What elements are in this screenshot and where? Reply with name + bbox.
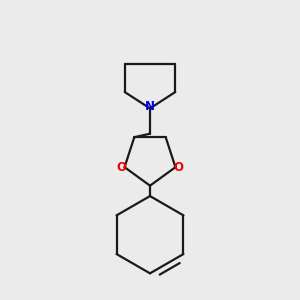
Text: O: O (117, 161, 127, 174)
Text: N: N (145, 100, 155, 113)
Text: O: O (173, 161, 183, 174)
